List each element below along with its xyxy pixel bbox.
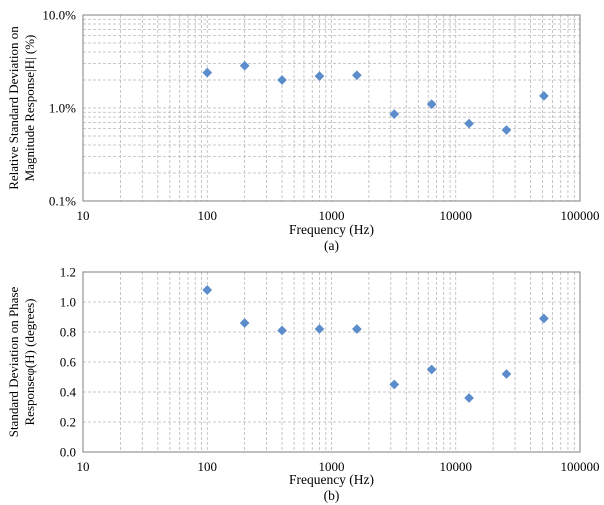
y-tick-label: 0.0 [60,445,76,460]
data-point [464,393,475,403]
chart-b-phase: 10 100 1000 10000 100000 0.0 0.2 0.4 0.6 0.8 1.0 1.… [6,265,600,504]
x-tick-label: 100 [198,459,218,474]
x-tick-label: 1000 [319,459,345,474]
y-tick-label: 0.1% [49,194,76,209]
x-tick-label: 100000 [561,459,600,474]
data-point [351,70,362,81]
x-tick-label: 10 [77,208,90,223]
data-point [501,125,512,135]
data-point [202,67,213,78]
data-point [239,60,250,71]
plot-border [82,271,581,453]
x-tick-label: 10000 [440,459,473,474]
data-point [538,90,549,101]
data-point [389,109,400,120]
data-point [277,75,288,85]
y-tick-label: 1.0 [60,295,76,310]
data-point [464,118,475,129]
data-point [277,325,288,336]
x-tick-label: 1000 [319,208,345,223]
x-tick-label: 100 [198,208,218,223]
y-tick-label: 1.2 [60,265,76,280]
y-tick-label: 0.4 [60,385,77,400]
y-gridlines [83,301,580,423]
x-tick-label: 100000 [561,208,600,223]
data-point [426,364,437,375]
data-point [538,313,549,324]
data-point [501,369,512,379]
data-point [314,324,325,334]
data-points [202,60,549,135]
y-tick-label: 0.8 [60,325,76,340]
chart-a-magnitude: 10 100 1000 10000 100000 0.1% 1.0% 10.0% Frequen… [6,8,600,254]
data-point [351,324,362,334]
y-gridlines [83,18,580,174]
data-point [389,379,400,390]
data-point [202,285,213,295]
data-point [239,318,250,328]
x-axis-title: Frequency (Hz) [289,222,374,237]
subcaption: (a) [324,238,339,253]
y-axis-title-line: Standard Deviation on Phase [6,286,21,437]
data-point [426,99,437,110]
y-tick-label: 0.6 [60,355,77,370]
y-axis-title-line: Relative Standard Deviation on [6,26,21,190]
x-tick-label: 10 [77,459,90,474]
y-tick-label: 10.0% [42,8,76,23]
y-tick-label: 1.0% [49,101,76,116]
x-tick-label: 10000 [440,208,473,223]
y-tick-label: 0.2 [60,415,76,430]
y-axis-title-line: Responseφ(H) (degrees) [22,299,37,426]
data-point [314,71,325,82]
subcaption: (b) [324,488,340,503]
y-axis-title-line: Magnitude Response|H| (%) [22,35,37,182]
x-axis-title: Frequency (Hz) [289,472,374,487]
plot-border [82,14,581,202]
data-points [202,285,549,403]
